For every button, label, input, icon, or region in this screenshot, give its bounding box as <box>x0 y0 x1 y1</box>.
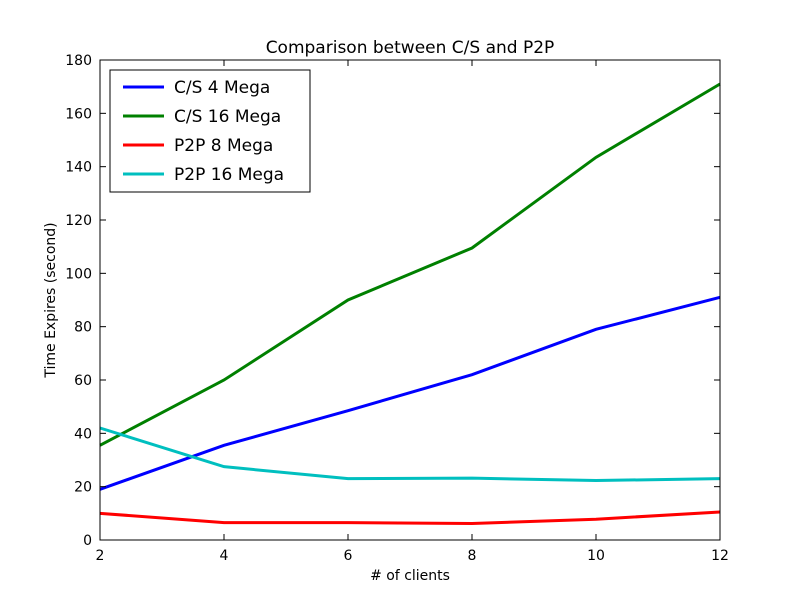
series-line-4 <box>99 426 721 483</box>
legend: C/S 4 Mega C/S 16 Mega P2P 8 Mega P2P 16 Me… <box>109 69 311 193</box>
y-tick-label: 0 <box>83 533 92 549</box>
y-tick-label: 80 <box>74 320 92 336</box>
y-tick-label: 140 <box>65 160 92 176</box>
x-tick-label: 2 <box>96 548 105 564</box>
y-tick-label: 160 <box>65 106 92 122</box>
legend-label-3: P2P 8 Mega <box>174 136 273 156</box>
legend-label-2: C/S 16 Mega <box>174 107 281 127</box>
x-axis-title: # of clients <box>370 568 450 584</box>
x-tick-label: 10 <box>587 548 605 564</box>
legend-label-1: C/S 4 Mega <box>174 78 270 98</box>
series-line-3 <box>99 510 721 525</box>
y-tick-label: 180 <box>65 53 92 69</box>
x-tick-label: 12 <box>711 548 729 564</box>
x-tick-label: 8 <box>468 548 477 564</box>
y-axis-title: Time Expires (second) <box>43 222 59 378</box>
y-tick-label: 100 <box>65 266 92 282</box>
legend-label-4: P2P 16 Mega <box>174 165 284 185</box>
series-line-2 <box>99 82 721 447</box>
chart-title: Comparison between C/S and P2P <box>266 38 555 58</box>
series-layer <box>99 82 721 525</box>
x-tick-label: 6 <box>344 548 353 564</box>
plot-frame <box>99 59 721 541</box>
y-tick-label: 40 <box>74 426 92 442</box>
y-tick-label: 20 <box>74 480 92 496</box>
x-tick-label: 4 <box>220 548 229 564</box>
legend-frame <box>109 69 311 193</box>
y-tick-label: 120 <box>65 213 92 229</box>
series-line-1 <box>99 295 721 491</box>
y-tick-label: 60 <box>74 373 92 389</box>
